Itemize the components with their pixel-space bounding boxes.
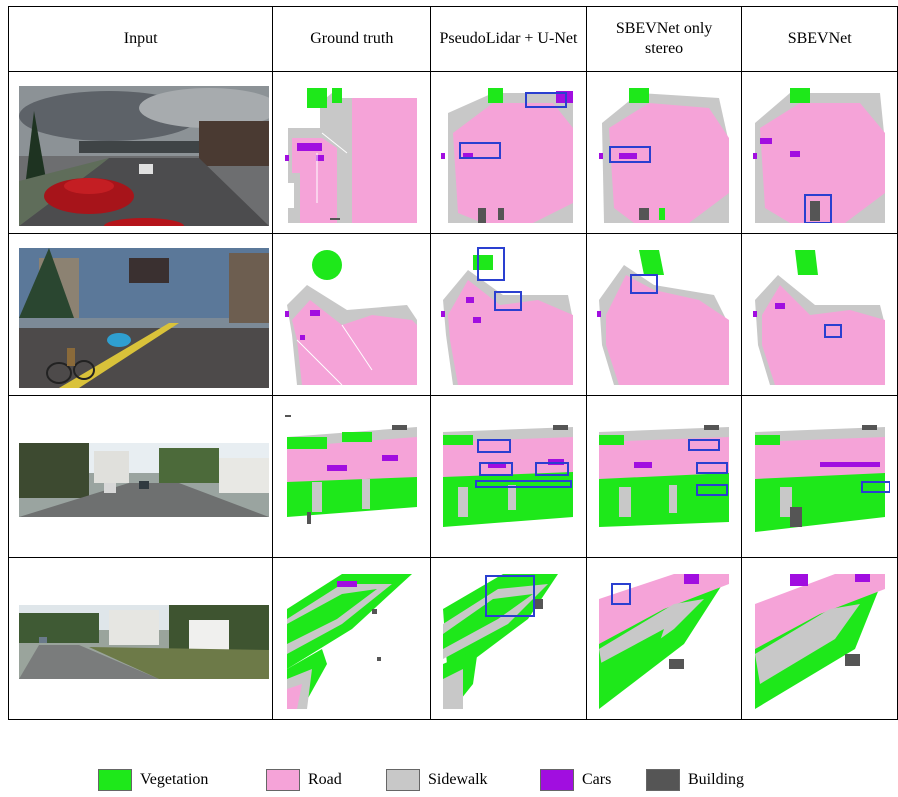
legend-item-road: Road (266, 768, 342, 792)
ground-truth-cell (272, 233, 432, 396)
legend-swatch (646, 769, 680, 791)
legend-label: Sidewalk (428, 771, 488, 788)
legend-label: Road (308, 771, 342, 788)
bev-map (443, 424, 574, 527)
bev-map (754, 424, 890, 532)
bev-map (597, 249, 730, 385)
input-cell (7, 71, 274, 234)
pseudolidar-cell (430, 233, 587, 396)
bev-map (284, 249, 417, 385)
input-cell (7, 233, 274, 396)
input-cell (7, 395, 274, 558)
header-sbevnet: SBEVNet (741, 6, 898, 72)
bev-map (599, 424, 730, 527)
bev-map (284, 414, 417, 524)
legend: Vegetation Road Sidewalk Cars Building (0, 768, 898, 794)
synthetic-city-street-photo (19, 86, 269, 226)
bev-map (752, 87, 885, 223)
bev-map (599, 573, 730, 709)
header-ground-truth: Ground truth (272, 6, 432, 72)
pseudolidar-cell (430, 71, 587, 234)
legend-swatch (386, 769, 420, 791)
input-cell (7, 557, 274, 720)
result-row (7, 71, 898, 234)
sbevnet-stereo-cell (585, 557, 743, 720)
bev-map (754, 573, 885, 709)
pseudolidar-cell (430, 557, 587, 720)
bev-map (284, 87, 417, 223)
legend-swatch (98, 769, 132, 791)
pseudolidar-cell (430, 395, 587, 558)
legend-swatch (540, 769, 574, 791)
kitti-residential-road-photo (19, 605, 269, 679)
results-table: Input Ground truth PseudoLidar + U-Net S… (7, 6, 898, 720)
header-pseudolidar: PseudoLidar + U-Net (430, 6, 587, 72)
sbevnet-stereo-cell (585, 71, 743, 234)
legend-item-vegetation: Vegetation (98, 768, 208, 792)
result-row (7, 233, 898, 396)
legend-item-cars: Cars (540, 768, 611, 792)
bev-map (443, 573, 559, 709)
legend-label: Building (688, 771, 745, 788)
bev-map (441, 87, 574, 223)
ground-truth-cell (272, 71, 432, 234)
legend-label: Cars (582, 771, 612, 788)
ground-truth-cell (272, 395, 432, 558)
ground-truth-cell (272, 557, 432, 720)
sbevnet-cell (741, 557, 898, 720)
bev-map (599, 87, 730, 223)
kitti-residential-street-photo (19, 443, 269, 517)
header-input: Input (7, 6, 274, 72)
legend-item-sidewalk: Sidewalk (386, 768, 488, 792)
sbevnet-cell (741, 71, 898, 234)
bev-map (441, 246, 574, 385)
synthetic-city-intersection-photo (19, 248, 269, 388)
bev-map (286, 573, 412, 709)
sbevnet-cell (741, 395, 898, 558)
legend-swatch (266, 769, 300, 791)
sbevnet-stereo-cell (585, 233, 743, 396)
result-row (7, 395, 898, 558)
result-row (7, 557, 898, 720)
header-row: Input Ground truth PseudoLidar + U-Net S… (7, 6, 898, 72)
bev-map (752, 249, 885, 385)
sbevnet-cell (741, 233, 898, 396)
header-sbevnet-stereo: SBEVNet only stereo (585, 6, 743, 72)
legend-label: Vegetation (140, 771, 209, 788)
sbevnet-stereo-cell (585, 395, 743, 558)
legend-item-building: Building (646, 768, 744, 792)
